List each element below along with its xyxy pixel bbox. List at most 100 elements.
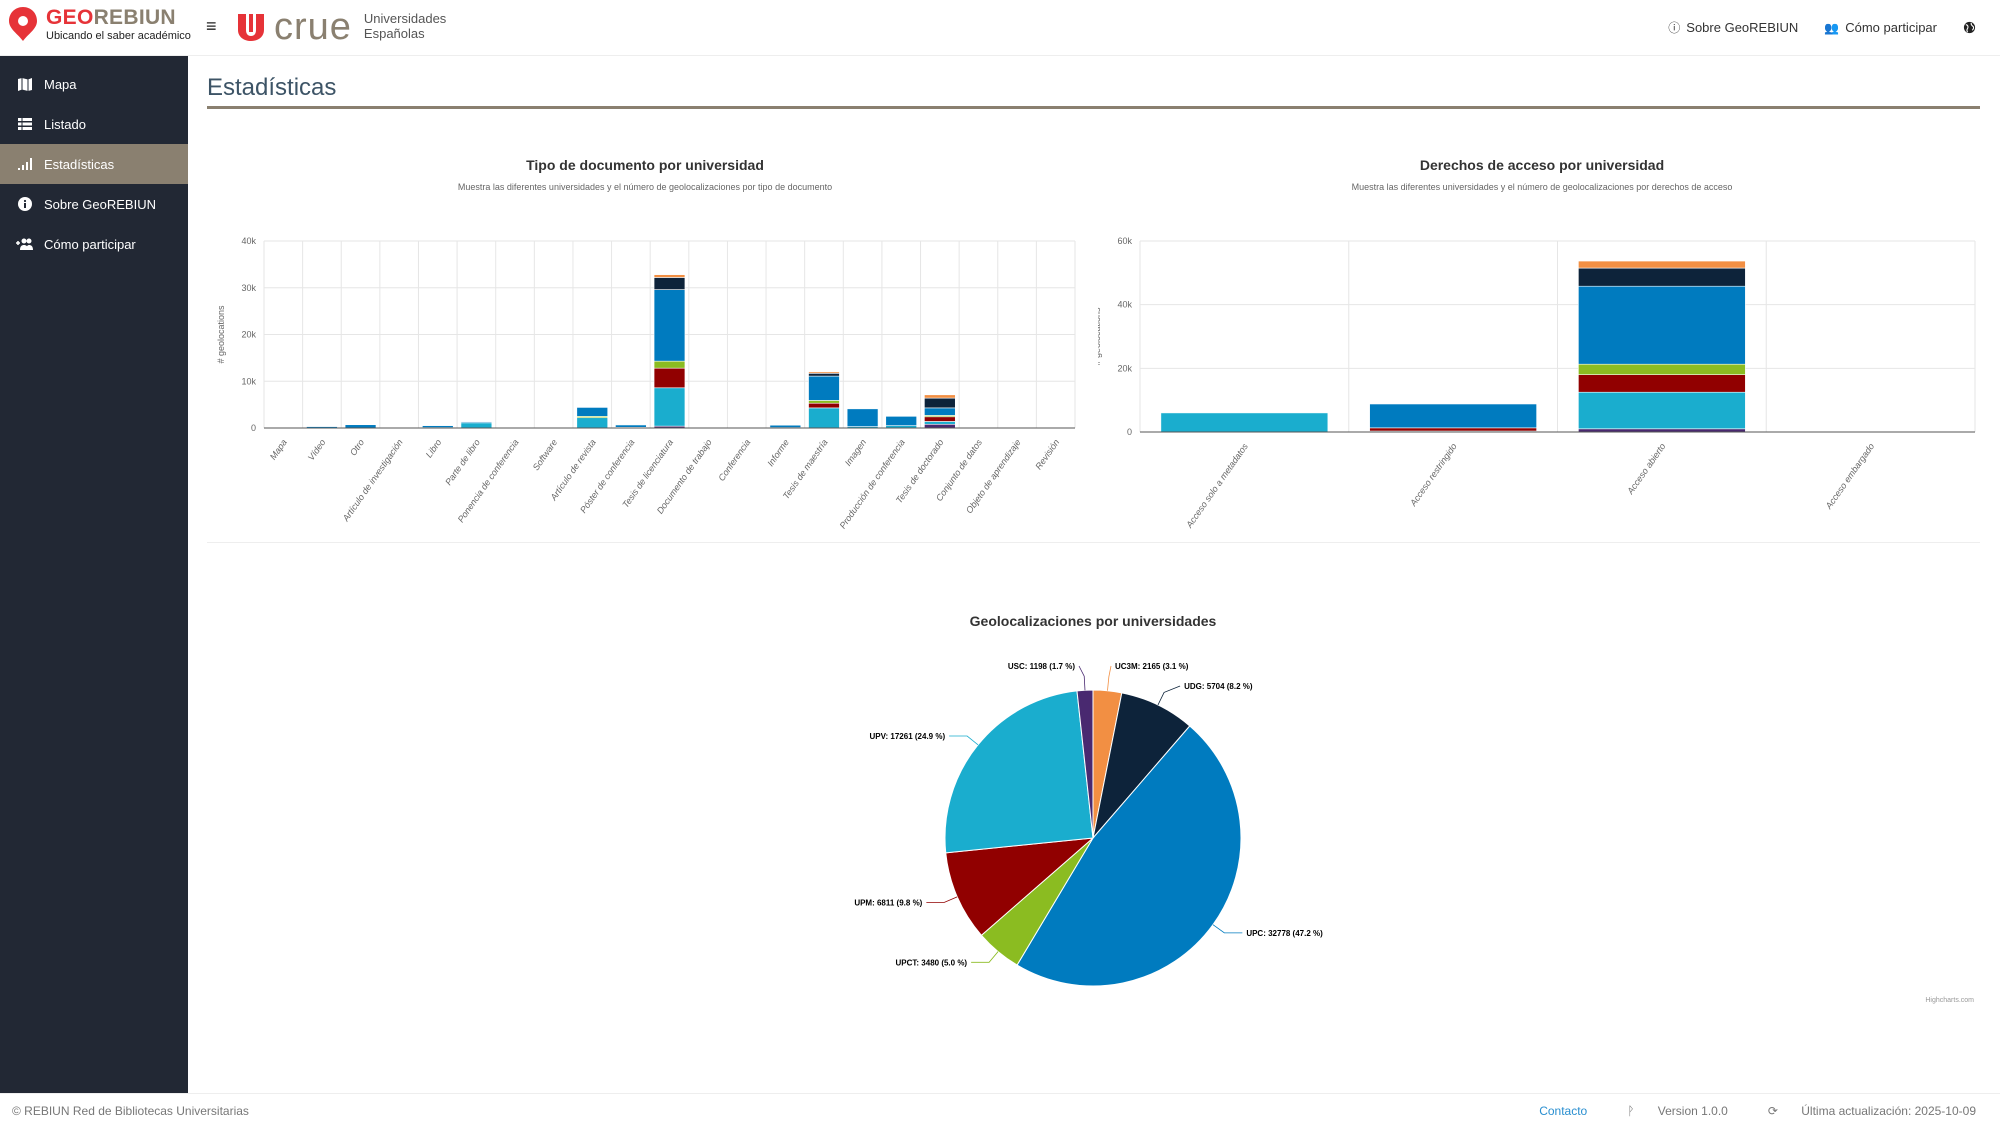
bar-segment-upc xyxy=(422,425,454,428)
bar-segment-udg xyxy=(1578,267,1746,287)
chart-subtitle: Muestra las diferentes universidades y e… xyxy=(458,182,832,192)
bar-segment-upc xyxy=(808,375,840,401)
bar-segment-upv xyxy=(576,417,609,429)
highcharts-credits: Highcharts.com xyxy=(1925,997,1974,1004)
x-category-label: Acceso restringido xyxy=(1408,441,1459,508)
x-category-label: Acceso solo a metadatos xyxy=(1184,441,1251,530)
bar-segment-upm xyxy=(808,402,840,409)
branch-icon: ᚹ xyxy=(1627,1104,1638,1118)
pie-connector-upc xyxy=(1212,924,1243,934)
x-category-label: Informe xyxy=(765,437,791,468)
crue-logo[interactable]: crue Universidades Españolas xyxy=(236,8,446,46)
sidebar-item-mapa[interactable]: Mapa xyxy=(0,64,188,104)
y-axis-title: # geolocations xyxy=(1098,307,1102,366)
x-category-label: Acceso embargado xyxy=(1823,441,1876,511)
x-category-label: Software xyxy=(531,437,560,472)
x-category-label: Libro xyxy=(424,437,444,459)
bar-segment-udg xyxy=(924,397,956,409)
y-axis-title: # geolocations xyxy=(216,305,226,364)
x-category-label: Vídeo xyxy=(306,437,328,462)
menu-toggle-icon[interactable]: ≡ xyxy=(206,16,217,36)
bar-segment-uc3m xyxy=(653,274,686,278)
pie-label-usc: USC: 1198 (1.7 %) xyxy=(1008,662,1075,671)
sidebar-item-participar[interactable]: Cómo participar xyxy=(0,224,188,264)
x-category-label: Conferencia xyxy=(716,437,752,482)
bar-segment-upc xyxy=(460,421,493,424)
bar-segment-upv xyxy=(653,387,686,427)
users-plus-icon xyxy=(16,238,34,250)
footer-version-text: Version 1.0.0 xyxy=(1657,1104,1728,1118)
x-category-label: Acceso abierto xyxy=(1625,441,1668,496)
info-circle-icon: ⓘ xyxy=(1668,21,1681,35)
footer-version: ᚹ Version 1.0.0 xyxy=(1607,1104,1728,1118)
bar-segment-upc xyxy=(1369,403,1537,429)
bar-segment-uc3m xyxy=(924,394,956,399)
bar-segment-upc xyxy=(615,424,647,428)
bar-segment-upv xyxy=(808,407,840,429)
crue-sub-line1: Universidades xyxy=(363,11,447,27)
top-link-sobre-label: Sobre GeoREBIUN xyxy=(1686,20,1799,35)
top-link-sobre[interactable]: ⓘ Sobre GeoREBIUN xyxy=(1668,19,1798,36)
x-category-label: Producción de conferencia xyxy=(838,437,907,530)
bar-segment-upv xyxy=(1578,391,1746,430)
bar-segment-upm xyxy=(1578,374,1746,393)
bar-segment-upc xyxy=(885,416,917,426)
y-tick-label: 0 xyxy=(1127,427,1132,437)
y-tick-label: 40k xyxy=(241,236,256,246)
y-tick-label: 20k xyxy=(241,330,256,340)
sidebar-item-label: Listado xyxy=(44,116,86,132)
refresh-icon: ⟳ xyxy=(1767,1104,1782,1118)
chart-tipo-documento: Tipo de documento por universidad Muestra… xyxy=(216,157,1076,530)
chart-subtitle: Muestra las diferentes universidades y e… xyxy=(1352,182,1733,192)
language-button[interactable] xyxy=(1963,21,1976,34)
sidebar-item-label: Cómo participar xyxy=(44,236,136,252)
pie-slice-upc xyxy=(1016,725,1242,987)
y-tick-label: 30k xyxy=(241,283,256,293)
bar-segment-upc xyxy=(769,424,802,428)
bar-segment-upc xyxy=(653,289,686,362)
page-title: Estadísticas xyxy=(207,74,337,101)
sidebar: Mapa Listado Estadísticas Sobre GeoREBIU… xyxy=(0,56,188,1093)
sidebar-item-estadisticas[interactable]: Estadísticas xyxy=(0,144,188,184)
pie-label-uc3m: UC3M: 2165 (3.1 %) xyxy=(1115,662,1189,671)
title-divider xyxy=(207,106,1980,109)
globe-icon xyxy=(1963,21,1976,34)
pie-connector-usc xyxy=(1078,665,1086,691)
list-icon xyxy=(16,118,34,130)
bar-segment-upct xyxy=(808,400,840,404)
bar-segment-upv xyxy=(460,422,493,429)
bar-segment-upm xyxy=(1369,427,1537,432)
signal-bars-icon xyxy=(16,158,34,170)
chart-derechos-acceso: Derechos de acceso por universidad Muestr… xyxy=(1098,157,1976,530)
pie-connector-upct xyxy=(971,951,999,963)
bar-segment-upc xyxy=(846,408,879,427)
footer-contact-link[interactable]: Contacto xyxy=(1539,1104,1588,1118)
bar-segment-upc xyxy=(924,407,956,416)
pie-label-upc: UPC: 32778 (47.2 %) xyxy=(1246,929,1323,938)
pie-connector-upm xyxy=(926,896,958,903)
top-link-participar[interactable]: 👥 Cómo participar xyxy=(1824,20,1937,35)
x-category-label: Parte de libro xyxy=(443,437,482,487)
sidebar-item-sobre[interactable]: Sobre GeoREBIUN xyxy=(0,184,188,224)
logo-geo-text: GEO xyxy=(46,5,94,29)
bar-segment-udg xyxy=(808,373,840,377)
bar-segment-upct xyxy=(1578,363,1746,376)
y-tick-label: 60k xyxy=(1117,236,1132,246)
x-category-label: Mapa xyxy=(268,437,289,461)
chart-title: Derechos de acceso por universidad xyxy=(1420,157,1664,173)
pie-connector-udg xyxy=(1157,685,1181,706)
sidebar-item-label: Estadísticas xyxy=(44,156,115,172)
top-link-participar-label: Cómo participar xyxy=(1845,20,1937,35)
pie-connector-upv xyxy=(949,735,979,746)
footer-copyright: © REBIUN Red de Bibliotecas Universitari… xyxy=(12,1104,249,1118)
bar-segment-uc3m xyxy=(1578,260,1746,269)
map-pin-logo-icon xyxy=(9,7,37,41)
pie-slice-usc xyxy=(1076,689,1094,839)
pie-label-udg: UDG: 5704 (8.2 %) xyxy=(1184,682,1253,691)
sidebar-item-listado[interactable]: Listado xyxy=(0,104,188,144)
pie-slice-upv xyxy=(944,690,1094,854)
chart-geolocalizaciones-pie: Geolocalizaciones por universidades UC3M:… xyxy=(854,613,1974,1004)
georebiun-logo[interactable]: GEOREBIUN Ubicando el saber académico xyxy=(8,6,191,42)
top-bar: GEOREBIUN Ubicando el saber académico ≡ … xyxy=(0,0,2000,56)
y-tick-label: 10k xyxy=(241,376,256,386)
